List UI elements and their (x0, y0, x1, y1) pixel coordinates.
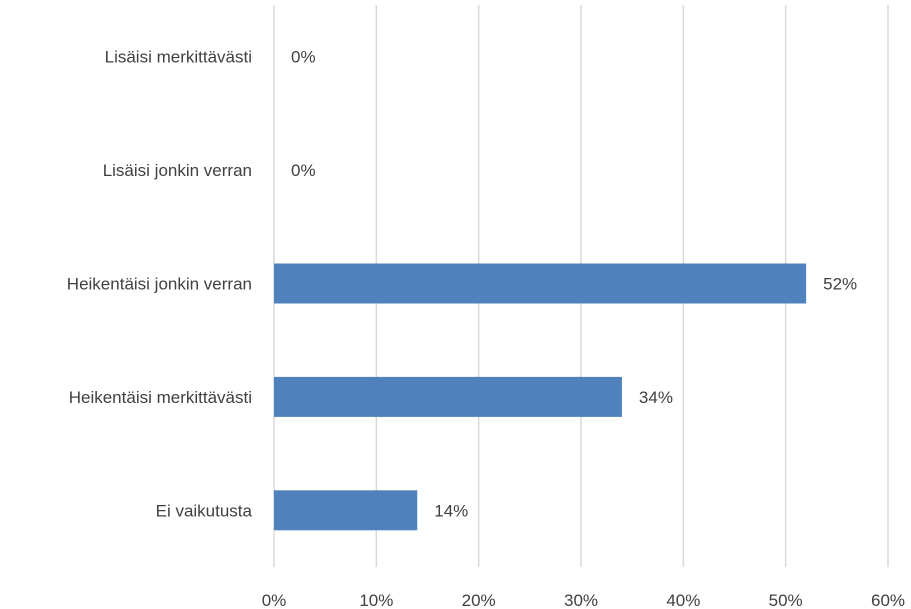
x-tick-label: 30% (564, 591, 598, 609)
x-tick-label: 10% (359, 591, 393, 609)
bar (274, 490, 418, 531)
x-tick-label: 40% (666, 591, 700, 609)
x-tick-label: 50% (769, 591, 803, 609)
data-label: 14% (434, 501, 468, 520)
category-label: Lisäisi merkittävästi (105, 48, 252, 67)
category-label: Heikentäisi jonkin verran (67, 275, 252, 294)
category-label: Lisäisi jonkin verran (103, 161, 252, 180)
category-label: Ei vaikutusta (156, 501, 253, 520)
bar (274, 376, 622, 417)
category-label: Heikentäisi merkittävästi (69, 388, 252, 407)
data-label: 52% (823, 275, 857, 294)
data-label: 0% (291, 48, 316, 67)
data-label: 0% (291, 161, 316, 180)
x-tick-label: 60% (871, 591, 905, 609)
x-tick-label: 20% (462, 591, 496, 609)
x-tick-label: 0% (262, 591, 287, 609)
data-label: 34% (639, 388, 673, 407)
bar (274, 263, 807, 304)
